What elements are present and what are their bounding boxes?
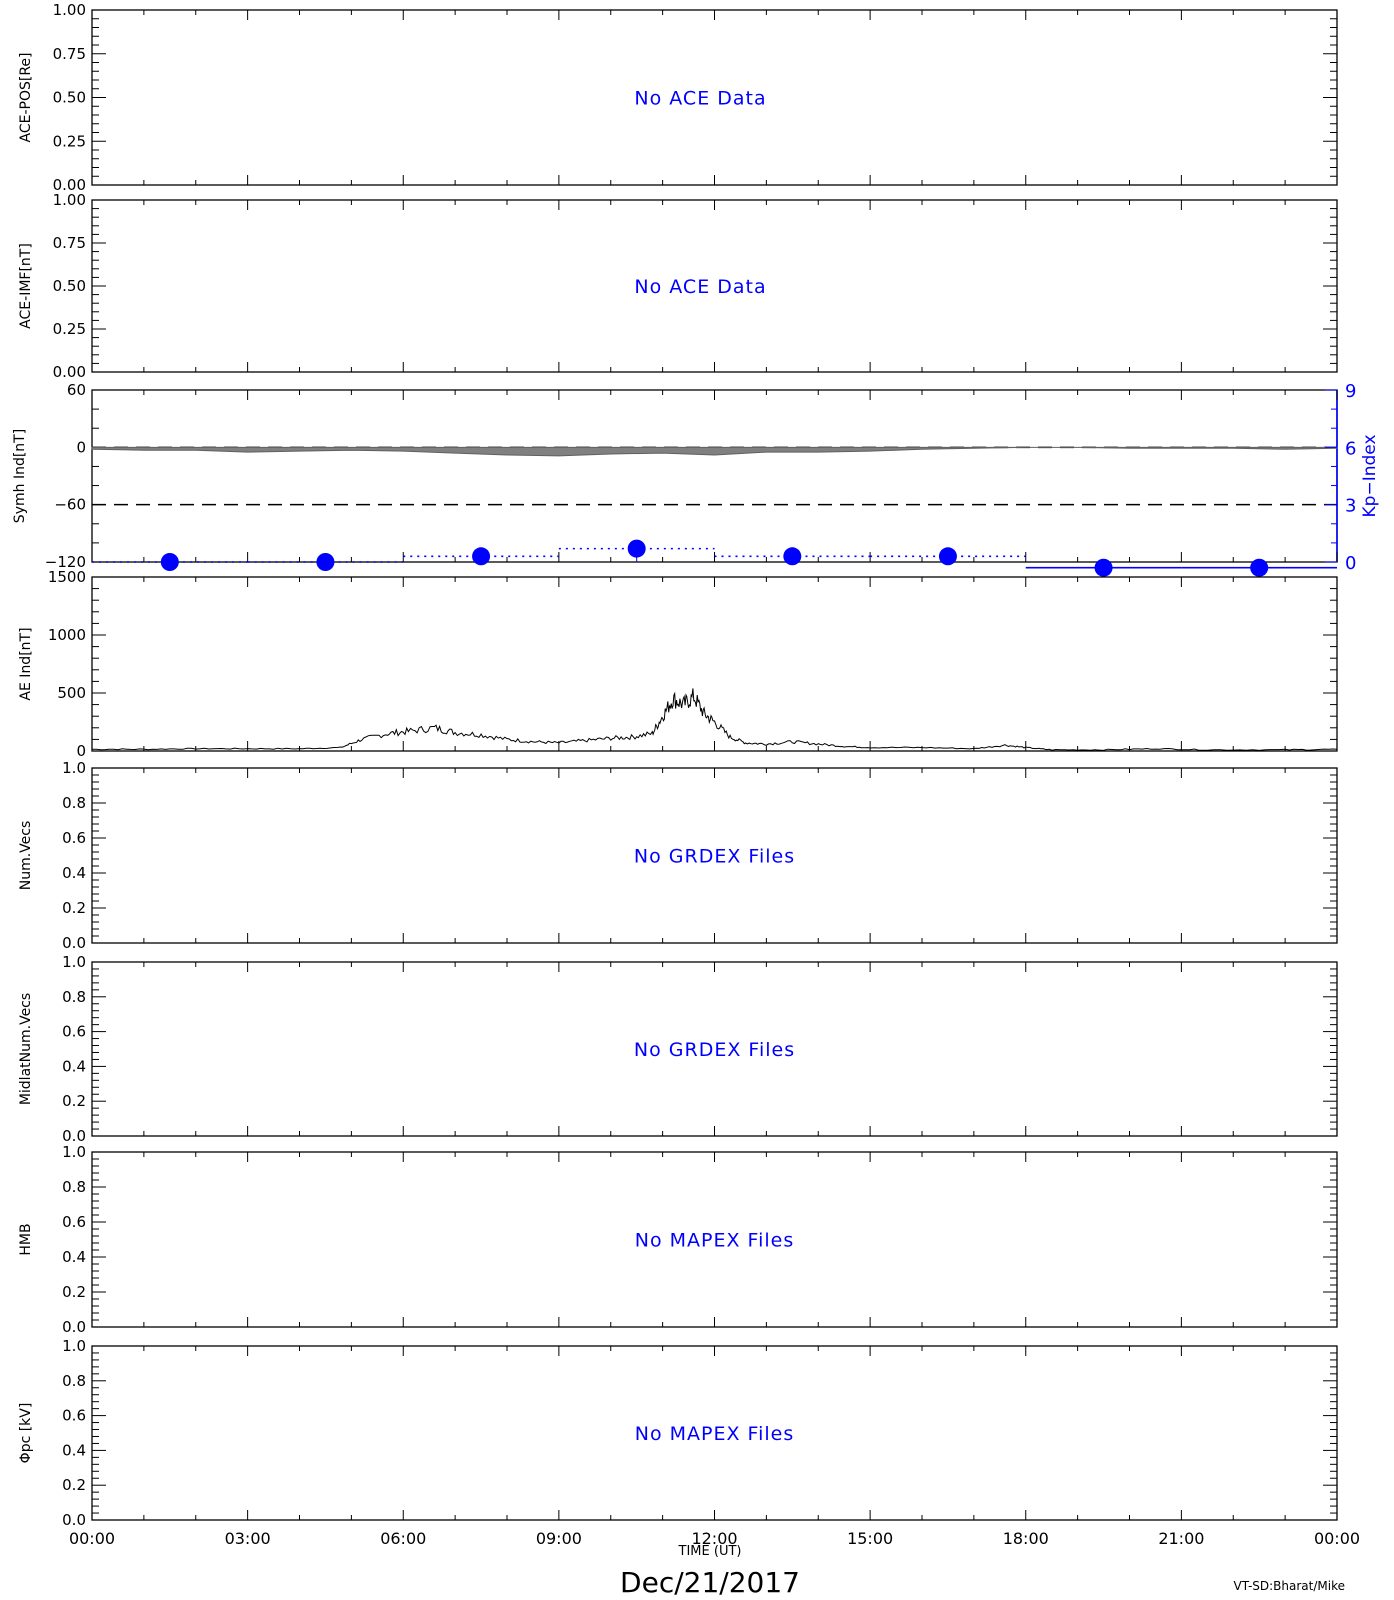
y-axis-label: MidlatNum.Vecs xyxy=(18,993,34,1105)
y-tick-label: 0.8 xyxy=(62,794,86,812)
no-data-message: No GRDEX Files xyxy=(634,1039,795,1061)
y-tick-label: 0.0 xyxy=(62,1318,86,1336)
y-axis-label: ACE-IMF[nT] xyxy=(18,243,34,329)
x-tick-label: 06:00 xyxy=(380,1529,426,1548)
y-tick-label: 500 xyxy=(57,684,86,702)
y-tick-label: 0.4 xyxy=(62,864,86,882)
y-tick-label: 0.4 xyxy=(62,1248,86,1266)
y-tick-label: 0.50 xyxy=(53,277,86,295)
y-tick-label: 0.8 xyxy=(62,1372,86,1390)
y-tick-label: 0.50 xyxy=(53,89,86,107)
x-tick-label: 21:00 xyxy=(1158,1529,1204,1548)
x-tick-label: 12:00 xyxy=(691,1529,737,1548)
y-tick-label: 0.6 xyxy=(62,1407,86,1425)
panel-ae: 0 500 1000 1500 AE Ind[nT] xyxy=(18,568,1338,760)
panel-frame xyxy=(91,389,1338,563)
x-tick-label: 00:00 xyxy=(1314,1529,1360,1548)
panel-frame xyxy=(91,576,1338,752)
y-tick-label: 0.6 xyxy=(62,1213,86,1231)
y-tick-label: 0.25 xyxy=(53,320,86,338)
no-data-message: No MAPEX Files xyxy=(635,1423,794,1445)
x-tick-label: 03:00 xyxy=(225,1529,271,1548)
y-tick-label: 60 xyxy=(67,381,86,399)
credit-label: VT-SD:Bharat/Mike xyxy=(1234,1579,1346,1593)
panel-hmb: 0.0 0.2 0.4 0.6 0.8 1.0 HMB No MAPEX Files xyxy=(18,1143,1338,1336)
y-tick-label: 0.25 xyxy=(53,132,86,150)
kp-marker xyxy=(160,553,179,571)
y-tick-label: 0.75 xyxy=(53,234,86,252)
y-tick-label: 0 xyxy=(76,438,86,456)
y-tick-label: 1.0 xyxy=(62,1143,86,1161)
panel-symh: −120 −60 0 60 Symh Ind[nT] 0 3 6 9 Kp−Index xyxy=(12,381,1380,577)
panel-ace-imf: 0.00 0.25 0.50 0.75 1.00 ACE-IMF[nT] No ACE Da… xyxy=(18,191,1338,381)
y-tick-label: 1.00 xyxy=(53,191,86,209)
kp-tick-label: 3 xyxy=(1345,496,1356,517)
y-tick-label: −120 xyxy=(45,553,86,571)
panel-num-vecs: 0.0 0.2 0.4 0.6 0.8 1.0 Num.Vecs No GRDEX Files xyxy=(18,759,1338,952)
y-tick-label: 0.4 xyxy=(62,1441,86,1459)
y-tick-label: 0.00 xyxy=(53,363,86,381)
y-axis-label: Num.Vecs xyxy=(18,821,34,891)
x-tick-label: 18:00 xyxy=(1003,1529,1049,1548)
y-tick-label: 1000 xyxy=(48,626,86,644)
y-tick-label: 0 xyxy=(76,742,86,760)
no-data-message: No ACE Data xyxy=(634,276,766,298)
kp-axis-label: Kp−Index xyxy=(1360,435,1380,518)
date-title: Dec/21/2017 xyxy=(620,1566,800,1599)
kp-tick-label: 0 xyxy=(1345,553,1356,574)
y-tick-label: 0.0 xyxy=(62,1511,86,1529)
y-tick-label: 0.2 xyxy=(62,1092,86,1110)
y-tick-label: −60 xyxy=(54,496,86,514)
kp-tick-label: 9 xyxy=(1345,381,1356,402)
y-tick-label: 1.00 xyxy=(53,1,86,19)
no-data-message: No GRDEX Files xyxy=(634,846,795,868)
y-tick-label: 0.2 xyxy=(62,899,86,917)
panel-midlat-vecs: 0.0 0.2 0.4 0.6 0.8 1.0 MidlatNum.Vecs No GRDEX… xyxy=(18,953,1338,1145)
y-tick-label: 1.0 xyxy=(62,953,86,971)
y-axis-label: HMB xyxy=(18,1223,34,1255)
y-axis-label: Φpc [kV] xyxy=(18,1403,34,1464)
y-tick-label: 0.6 xyxy=(62,1023,86,1041)
y-tick-label: 0.0 xyxy=(62,934,86,952)
no-data-message: No MAPEX Files xyxy=(635,1230,794,1252)
y-tick-label: 0.8 xyxy=(62,1178,86,1196)
y-tick-label: 0.0 xyxy=(62,1127,86,1145)
x-axis-label: TIME (UT) xyxy=(678,1544,742,1559)
y-axis-label: ACE-POS[Re] xyxy=(18,53,34,143)
kp-tick-label: 6 xyxy=(1345,438,1356,459)
y-tick-label: 0.00 xyxy=(53,176,86,194)
x-tick-label: 15:00 xyxy=(847,1529,893,1548)
y-tick-label: 0.75 xyxy=(53,45,86,63)
ae-series-line xyxy=(91,688,1338,751)
symh-series-area xyxy=(91,446,1338,457)
y-tick-label: 1.0 xyxy=(62,759,86,777)
y-axis-label: AE Ind[nT] xyxy=(18,627,34,700)
kp-marker xyxy=(316,553,335,571)
y-tick-label: 0.2 xyxy=(62,1476,86,1494)
x-tick-label: 00:00 xyxy=(69,1529,115,1548)
y-tick-label: 1.0 xyxy=(62,1337,86,1355)
y-axis-label: Symh Ind[nT] xyxy=(12,429,28,523)
x-tick-label: 09:00 xyxy=(536,1529,582,1548)
panel-ace-pos: 0.00 0.25 0.50 0.75 1.00 ACE-POS[Re] No ACE Da… xyxy=(18,1,1338,194)
y-tick-label: 1500 xyxy=(48,568,86,586)
y-tick-label: 0.6 xyxy=(62,829,86,847)
y-tick-label: 0.4 xyxy=(62,1057,86,1075)
y-tick-label: 0.8 xyxy=(62,988,86,1006)
no-data-message: No ACE Data xyxy=(634,88,766,110)
panel-phi-pc: 0.0 0.2 0.4 0.6 0.8 1.0 Φpc [kV] No MAPEX Files… xyxy=(18,1337,1360,1548)
y-tick-label: 0.2 xyxy=(62,1283,86,1301)
